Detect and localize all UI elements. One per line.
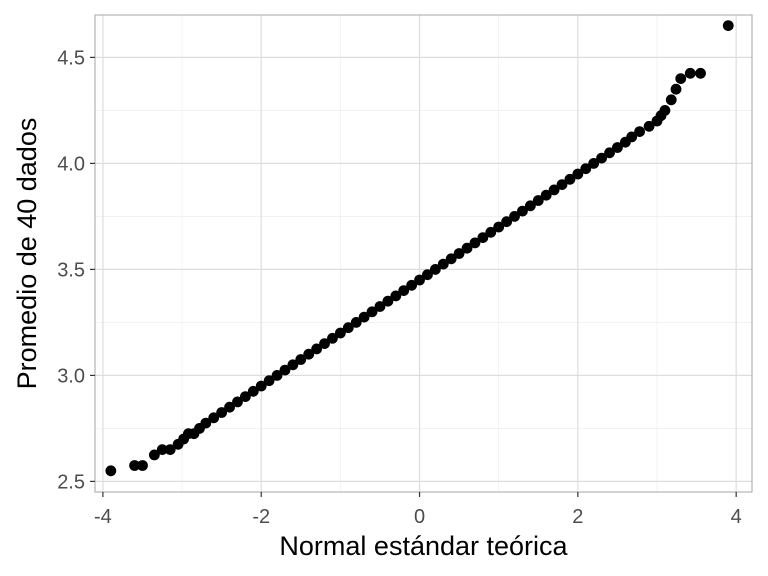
- data-point: [485, 226, 497, 238]
- data-point: [327, 332, 338, 344]
- data-point: [224, 401, 235, 413]
- x-tick-label: -4: [94, 506, 112, 528]
- major-gridlines: [95, 15, 752, 492]
- data-point: [540, 189, 552, 201]
- data-point: [684, 67, 696, 79]
- data-point: [129, 460, 140, 471]
- data-point: [469, 237, 481, 249]
- plot-border: [94, 14, 753, 493]
- data-point: [612, 142, 623, 153]
- data-point: [263, 375, 275, 387]
- data-point: [675, 73, 687, 84]
- data-points: [105, 20, 734, 477]
- data-point: [643, 120, 655, 132]
- data-point: [665, 94, 677, 106]
- x-tick-label: -2: [252, 506, 270, 528]
- data-point: [255, 380, 267, 392]
- data-point: [374, 301, 386, 312]
- data-point: [437, 258, 449, 270]
- data-point: [350, 317, 362, 328]
- data-point: [303, 348, 315, 360]
- data-point: [311, 343, 323, 355]
- data-point: [722, 20, 734, 31]
- data-point: [509, 211, 520, 222]
- data-point: [232, 396, 243, 408]
- data-point: [596, 152, 608, 164]
- data-point: [164, 444, 176, 455]
- data-point: [532, 195, 544, 206]
- data-point: [398, 285, 410, 296]
- y-tick-label: 4.5: [57, 47, 85, 69]
- y-tick-label: 3.5: [57, 259, 85, 281]
- data-point: [239, 391, 251, 402]
- data-point: [659, 105, 671, 116]
- data-point: [501, 216, 513, 228]
- data-point: [580, 163, 592, 175]
- x-tick-label: 2: [572, 506, 583, 528]
- data-point: [156, 444, 168, 455]
- data-point: [390, 290, 402, 302]
- data-point: [626, 131, 638, 143]
- data-point: [453, 248, 465, 259]
- data-point: [517, 205, 528, 217]
- y-axis-ticks: 2.5 3.0 3.5 4.0 4.5: [57, 47, 95, 493]
- data-point: [556, 179, 568, 191]
- data-point: [216, 407, 228, 418]
- data-point: [477, 232, 489, 244]
- data-point: [588, 158, 600, 169]
- data-point: [137, 460, 148, 471]
- data-point: [287, 359, 299, 371]
- data-point: [445, 253, 457, 265]
- y-tick-label: 2.5: [57, 471, 85, 493]
- x-tick-label: 4: [731, 506, 742, 528]
- data-point: [422, 269, 433, 281]
- y-axis-title: Promedio de 40 dados: [12, 118, 42, 390]
- data-point: [461, 242, 473, 254]
- data-point: [358, 311, 370, 323]
- x-axis-title: Normal estándar teórica: [279, 531, 568, 561]
- data-point: [429, 264, 441, 275]
- data-point: [366, 306, 378, 318]
- data-point: [319, 338, 330, 349]
- data-point: [382, 295, 394, 307]
- plot-panel: [95, 15, 752, 492]
- data-point: [670, 83, 682, 95]
- y-tick-label: 3.0: [57, 365, 85, 387]
- data-point: [564, 173, 576, 185]
- data-point: [634, 126, 645, 137]
- data-point: [342, 322, 354, 334]
- data-point: [414, 274, 425, 286]
- data-point: [548, 184, 560, 196]
- x-tick-label: 0: [414, 506, 425, 528]
- data-point: [406, 279, 418, 291]
- data-point: [247, 385, 259, 397]
- data-point: [200, 417, 212, 429]
- data-point: [604, 147, 615, 159]
- data-point: [695, 67, 706, 79]
- data-point: [334, 327, 346, 339]
- data-point: [493, 221, 505, 233]
- data-point: [208, 412, 220, 424]
- data-point: [148, 449, 160, 461]
- x-axis-ticks: -4 -2 0 2 4: [94, 492, 742, 528]
- data-point: [572, 168, 584, 180]
- data-point: [271, 370, 283, 381]
- data-point: [524, 200, 536, 212]
- data-point: [295, 354, 307, 365]
- data-point: [279, 364, 291, 376]
- data-point: [105, 465, 117, 477]
- y-tick-label: 4.0: [57, 153, 85, 175]
